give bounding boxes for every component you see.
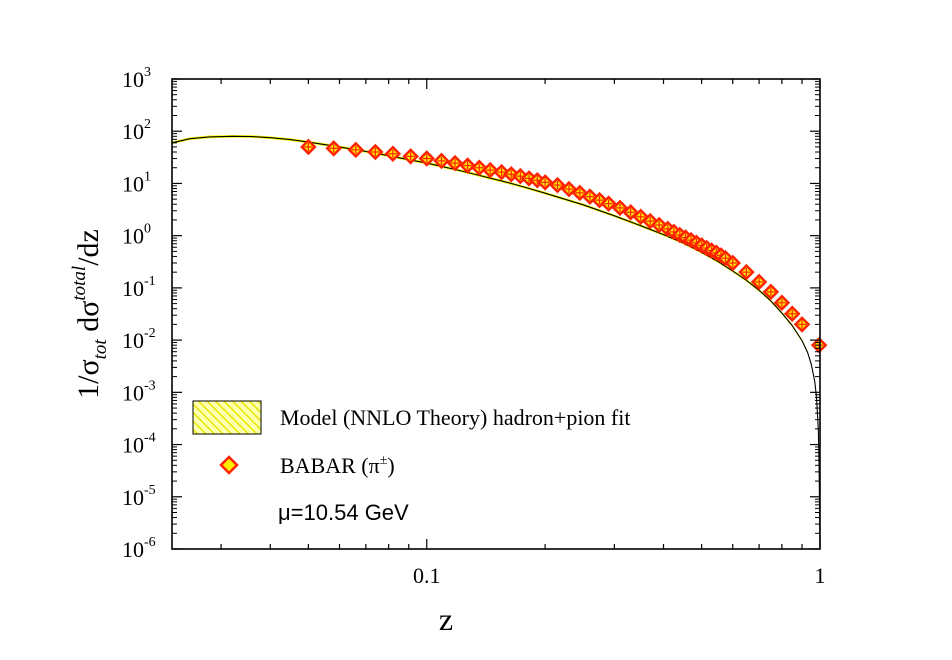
y-label-sub: tot [90, 339, 111, 360]
y-axis-label: 1/σtot dσtotal/dz [69, 229, 111, 399]
y-tick-label: 10-3 [122, 378, 156, 405]
y-label-sup: total [69, 266, 90, 301]
babar-data-point [600, 195, 617, 212]
babar-data-point [384, 145, 402, 163]
babar-data-point [459, 157, 476, 174]
babar-data-point [549, 176, 566, 194]
y-tick-label: 10-5 [122, 483, 156, 510]
model-band-central-line [171, 135, 821, 550]
babar-data-point [622, 204, 639, 221]
model-band-fill [172, 135, 820, 551]
babar-data-point [783, 305, 801, 322]
energy-annotation: μ=10.54 GeV [278, 500, 409, 525]
y-label-suffix: /dz [72, 229, 105, 266]
babar-data-point [738, 263, 755, 281]
y-tick-label: 10-1 [122, 274, 156, 301]
y-tick-label: 10-2 [122, 326, 156, 353]
legend-band-swatch [192, 400, 262, 435]
legend-babar-prefix: BABAR (π [280, 453, 380, 478]
y-tick-label: 103 [122, 65, 151, 92]
babar-data-point [762, 283, 780, 301]
y-tick-label: 10-6 [122, 535, 156, 562]
babar-data-point [446, 154, 464, 172]
babar-data-point [502, 165, 520, 183]
babar-data-point [325, 140, 342, 157]
babar-data-point [481, 161, 499, 179]
y-tick-label: 100 [122, 222, 151, 249]
babar-data-point [433, 152, 450, 170]
y-tick-label: 102 [122, 117, 151, 144]
babar-data-point [591, 191, 608, 209]
legend-diamond-marker [219, 455, 239, 475]
legend: Model (NNLO Theory) hadron+pion fit BABA… [192, 400, 631, 525]
legend-label-model: Model (NNLO Theory) hadron+pion fit [280, 405, 631, 430]
babar-data-point [536, 174, 554, 191]
y-axis: 103 102 101 100 10-1 10-2 10-3 10-4 10-5 10-6 [122, 65, 820, 562]
legend-label-babar: BABAR (π±) [280, 453, 395, 478]
x-tick-label: 1 [815, 563, 826, 588]
legend-babar-suffix: ) [387, 453, 394, 478]
y-tick-label: 101 [122, 169, 151, 196]
model-band [171, 135, 821, 551]
babar-data-point [581, 188, 599, 205]
plot-frame [171, 78, 821, 550]
babar-data-point [793, 316, 811, 333]
y-label-prefix: 1/σ [72, 359, 105, 399]
babar-data-point [641, 212, 659, 230]
babar-data-point [470, 159, 488, 176]
babar-data-point [773, 294, 791, 311]
legend-babar-sup: ± [380, 453, 388, 468]
babar-data-point [512, 167, 529, 185]
babar-data-point [418, 150, 436, 167]
babar-data-point [611, 199, 629, 217]
y-tick-label: 10-4 [122, 431, 156, 458]
babar-data-point [402, 148, 419, 165]
x-tick-label: 0.1 [413, 563, 441, 588]
babar-data-point [493, 163, 510, 181]
babar-data-point [300, 138, 317, 156]
x-axis-label: z [439, 601, 453, 637]
y-label-mid: dσ [72, 301, 105, 340]
babar-data-point [750, 273, 768, 291]
babar-markers [300, 138, 828, 354]
babar-data-point [347, 141, 365, 159]
babar-data-point [367, 143, 384, 161]
babar-data-point [724, 254, 742, 272]
